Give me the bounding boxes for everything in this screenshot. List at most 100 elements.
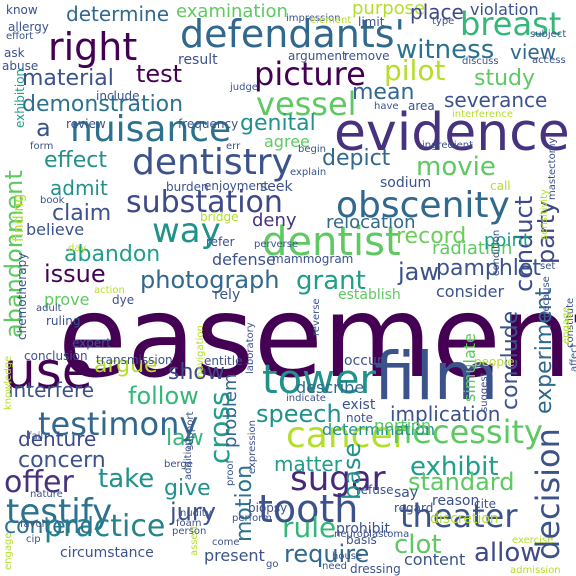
word-neuroblastoma: neuroblastoma bbox=[334, 529, 410, 540]
word-area: area bbox=[408, 99, 435, 113]
word-subject: subject bbox=[530, 29, 567, 40]
word-effect: effect bbox=[44, 148, 107, 173]
word-explain: explain bbox=[290, 167, 327, 178]
word-argue: argue bbox=[94, 353, 158, 378]
word-describe: describe bbox=[296, 378, 365, 397]
word-suggest: suggest bbox=[479, 372, 490, 412]
word-sodium: sodium bbox=[380, 175, 432, 191]
word-a: a bbox=[36, 114, 51, 142]
word-knowledge: knowledge bbox=[3, 355, 14, 410]
word-examination: examination bbox=[176, 1, 288, 22]
word-tooth: tooth bbox=[258, 487, 359, 531]
word-laboratory: laboratory bbox=[245, 322, 256, 374]
word-denture: denture bbox=[18, 427, 97, 451]
word-sugar: sugar bbox=[290, 459, 386, 499]
word-prove: prove bbox=[44, 290, 90, 309]
word-judge: judge bbox=[230, 82, 258, 93]
word-bridge: bridge bbox=[200, 210, 239, 224]
word-pilot: pilot bbox=[384, 54, 446, 87]
word-seek: seek bbox=[260, 179, 293, 195]
word-depict: depict bbox=[322, 146, 391, 171]
word-tower: tower bbox=[262, 357, 376, 403]
word-basis: basis bbox=[346, 533, 377, 547]
word-film: film bbox=[374, 338, 499, 415]
word-contend: contend bbox=[4, 514, 94, 539]
word-use: use bbox=[4, 342, 93, 400]
word-expert: expert bbox=[72, 336, 111, 350]
word-conclusion: conclusion bbox=[24, 349, 88, 363]
word-impression: impression bbox=[286, 13, 341, 24]
word-prohibit: prohibit bbox=[336, 521, 390, 537]
word-law: law bbox=[166, 426, 204, 451]
word-have: have bbox=[374, 101, 399, 112]
word-violation: violation bbox=[470, 0, 539, 19]
word-favor: favor bbox=[20, 519, 46, 530]
word-claim: claim bbox=[52, 201, 112, 226]
word-consider: consider bbox=[436, 282, 505, 301]
word-access: access bbox=[532, 55, 566, 66]
word-issue: issue bbox=[44, 260, 106, 288]
word-testimony: testimony bbox=[38, 405, 199, 443]
word-place: place bbox=[410, 0, 464, 24]
word-dye: dye bbox=[112, 293, 135, 307]
word-indicate: indicate bbox=[286, 393, 326, 404]
word-defense: defense bbox=[212, 250, 276, 269]
word-dentistry: dentistry bbox=[132, 142, 293, 183]
word-frequency: frequency bbox=[178, 117, 239, 131]
word-purpose: purpose bbox=[352, 0, 426, 19]
word-burden: burden bbox=[166, 180, 209, 194]
word-entitle: entitle bbox=[204, 354, 243, 368]
word-jury: jury bbox=[170, 498, 216, 526]
word-enjoyment: enjoyment bbox=[204, 179, 269, 193]
word-dressing: dressing bbox=[350, 562, 401, 576]
word-note: note bbox=[346, 411, 374, 425]
word-fail: fail bbox=[28, 431, 44, 442]
word-reverse: reverse bbox=[311, 298, 322, 336]
word-proof: proof bbox=[225, 460, 236, 486]
word-vessel: vessel bbox=[256, 85, 357, 123]
word-give: give bbox=[164, 476, 211, 501]
word-clot: clot bbox=[394, 530, 442, 560]
word-argument: argument bbox=[288, 49, 347, 63]
word-obscenity: obscenity bbox=[336, 185, 510, 226]
word-concern: concern bbox=[18, 448, 106, 473]
word-demonstration: demonstration bbox=[22, 92, 184, 117]
word-rule: rule bbox=[282, 511, 337, 544]
word-necessity: necessity bbox=[392, 413, 543, 451]
word-cip: cip bbox=[26, 534, 41, 545]
word-navigation: navigation bbox=[195, 325, 206, 378]
word-book: book bbox=[40, 195, 65, 206]
word-breast: breast bbox=[460, 5, 562, 43]
word-perverse: perverse bbox=[254, 239, 299, 250]
word-deny: deny bbox=[252, 210, 297, 231]
word-element: element bbox=[310, 15, 352, 26]
word-view: view bbox=[510, 40, 557, 64]
word-reason: reason bbox=[432, 493, 480, 509]
word-practice: practice bbox=[44, 509, 166, 544]
word-abuse: abuse bbox=[2, 59, 39, 73]
word-nudity: nudity bbox=[180, 508, 212, 519]
word-abandon: abandon bbox=[64, 242, 161, 267]
word-biopsy: biopsy bbox=[248, 501, 288, 515]
word-allow: allow bbox=[474, 538, 542, 568]
word-discretion: discretion bbox=[430, 511, 499, 527]
word-standard: standard bbox=[408, 468, 515, 496]
word-exist: exist bbox=[342, 397, 376, 413]
word-cite: cite bbox=[474, 497, 497, 511]
word-mean: mean bbox=[352, 80, 415, 105]
word-come: come bbox=[212, 537, 240, 548]
word-follow: follow bbox=[128, 382, 199, 410]
word-err: err bbox=[226, 141, 241, 152]
word-establish: establish bbox=[338, 287, 401, 303]
word-rely: rely bbox=[214, 287, 241, 303]
word-substation: substation bbox=[126, 185, 283, 220]
word-grant: grant bbox=[296, 266, 366, 296]
word-admission: admission bbox=[510, 565, 561, 576]
word-picture: picture bbox=[254, 55, 366, 93]
word-need: need bbox=[322, 561, 347, 572]
word-relocation: relocation bbox=[326, 212, 416, 233]
word-begin: begin bbox=[298, 144, 326, 155]
word-support: support bbox=[185, 411, 196, 450]
word-discuss: discuss bbox=[462, 56, 499, 67]
word-content: content bbox=[404, 550, 466, 569]
